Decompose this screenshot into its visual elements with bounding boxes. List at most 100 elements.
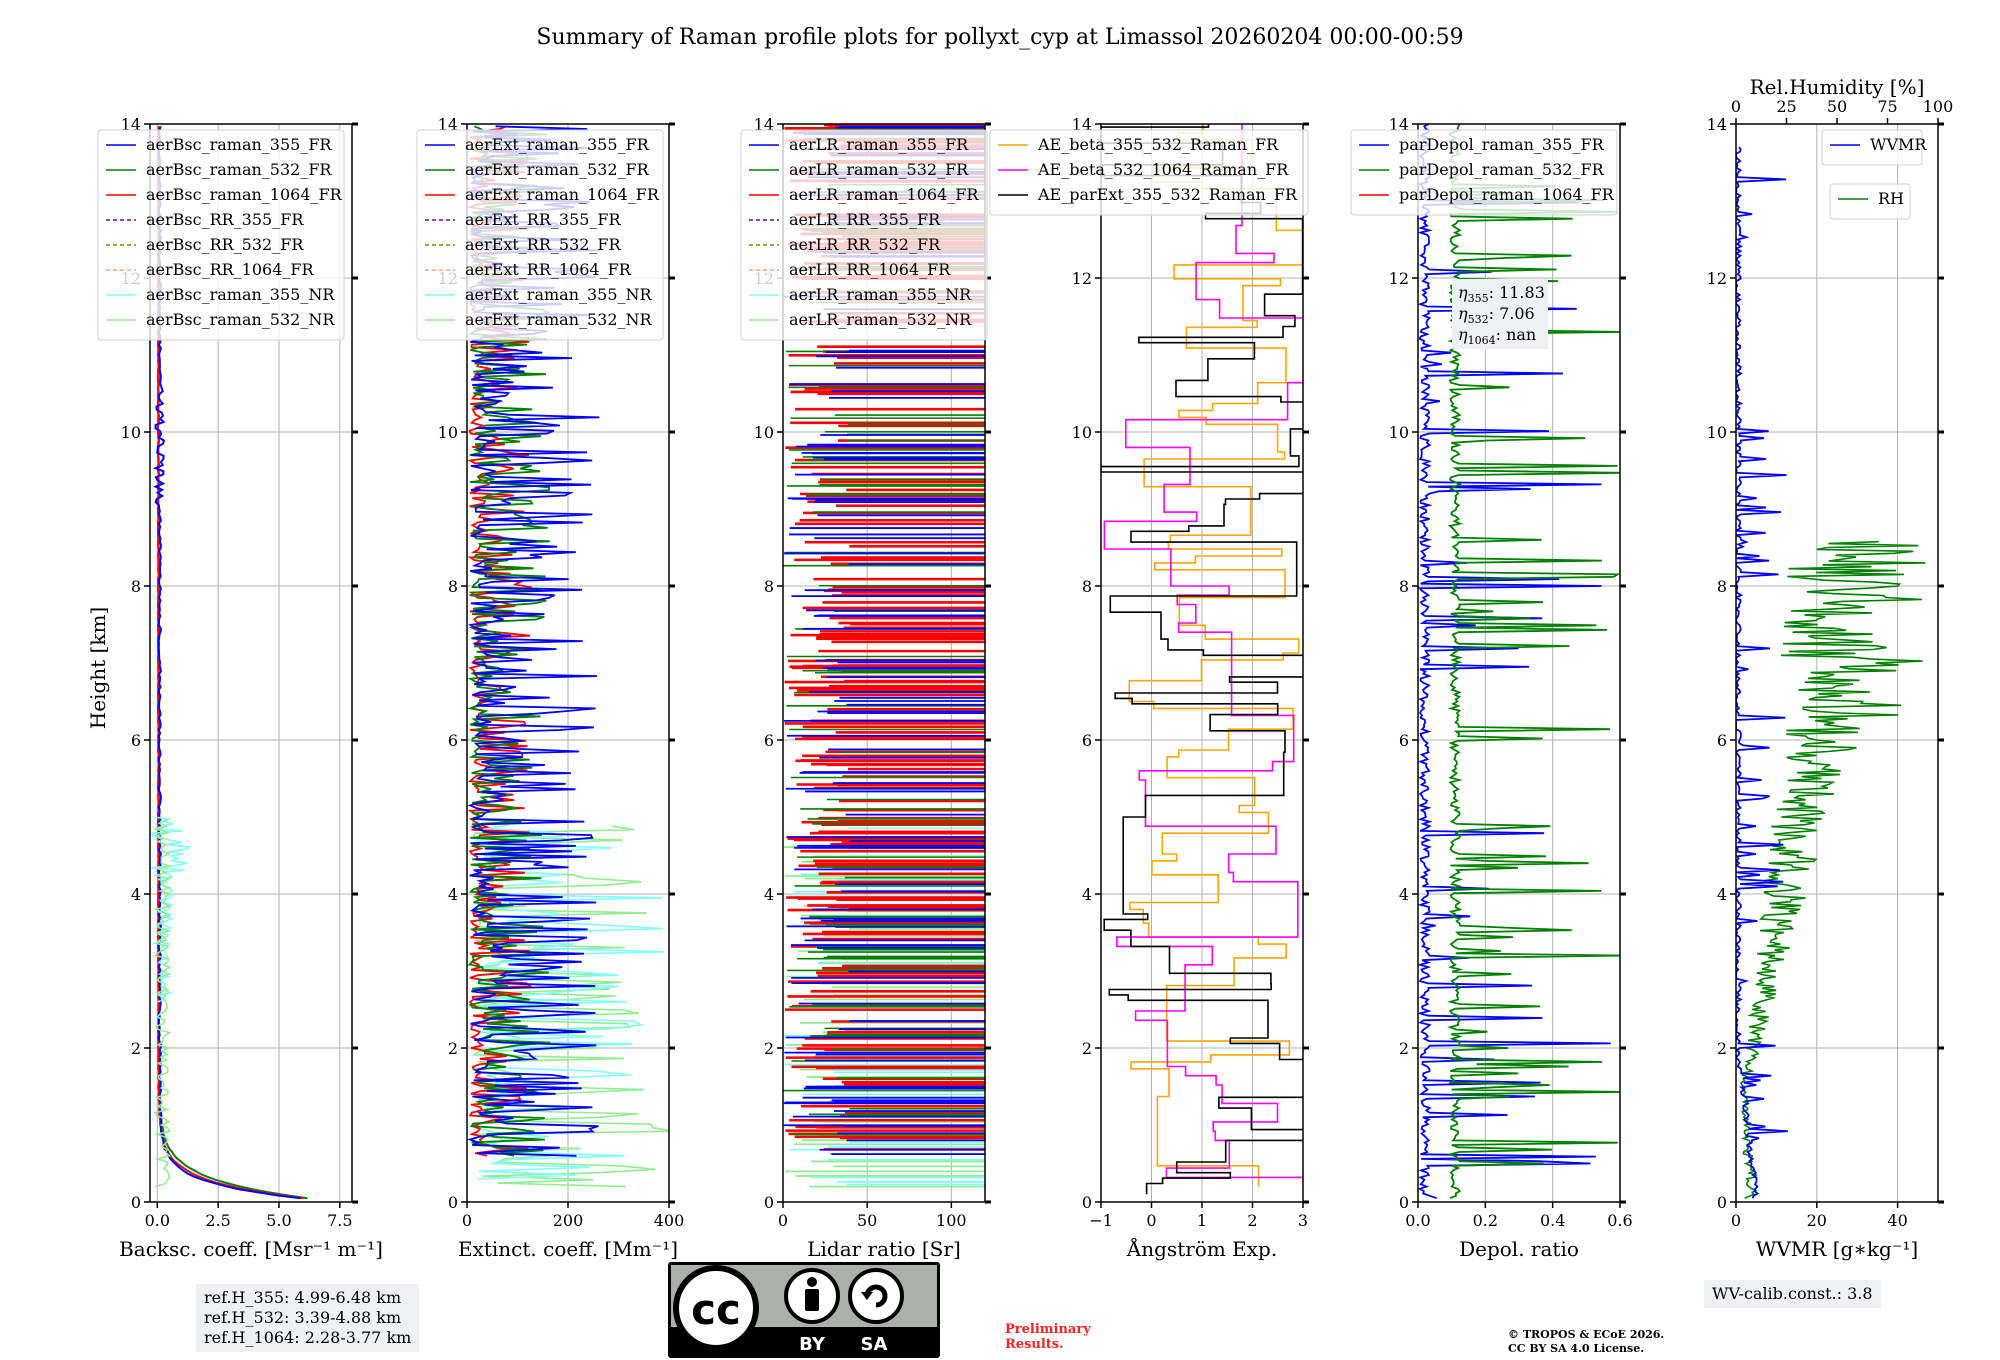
legend-entry: aerBsc_raman_355_NR — [146, 285, 335, 304]
axes-frame — [1417, 123, 1621, 1203]
legend-entry: aerExt_RR_532_FR — [465, 235, 622, 254]
series-ae-beta-532-1064 — [1103, 124, 1303, 1179]
y-tick-label: 12 — [1072, 269, 1092, 288]
y-tick-label: 10 — [1072, 423, 1092, 442]
x-tick-label: 0 — [1146, 1211, 1156, 1230]
cc-logo-icon — [673, 1265, 759, 1351]
y-tick-label: 2 — [131, 1039, 141, 1058]
legend-frame — [97, 129, 345, 341]
y-axis-label: Height [km] — [86, 607, 110, 729]
preliminary-line-1: Preliminary — [1005, 1322, 1091, 1337]
cc-badge-sa: SA — [861, 1334, 888, 1355]
y-tick-label: 14 — [1707, 115, 1727, 134]
x-axis-label: Extinct. coeff. [Mm⁻¹] — [458, 1237, 678, 1261]
y-tick-label: 0 — [1717, 1193, 1727, 1212]
legend-frame — [1350, 129, 1618, 216]
axes-frame — [1735, 123, 1939, 1203]
legend-entry: aerExt_raman_355_FR — [465, 135, 650, 154]
y-tick-label: 8 — [448, 577, 458, 596]
panel-extinction: 024681012140200400Extinct. coeff. [Mm⁻¹]… — [416, 115, 684, 1261]
x-axis-label: WVMR [g∗kg⁻¹] — [1756, 1237, 1918, 1261]
plot-area-ae — [1101, 124, 1303, 1195]
legend-frame — [1829, 183, 1911, 220]
y-tick-label: 6 — [1082, 731, 1092, 750]
legend: aerLR_raman_355_FR aerLR_raman_532_FR aerL… — [740, 129, 988, 341]
wv-calib-const: WV-calib.const.: 3.8 — [1712, 1284, 1873, 1303]
legend-entry: aerExt_RR_1064_FR — [465, 260, 632, 279]
x-tick-label: 2 — [1247, 1211, 1257, 1230]
y-tick-label: 0 — [1399, 1193, 1409, 1212]
y-tick-label: 8 — [131, 577, 141, 596]
legend-entry: aerBsc_raman_532_FR — [146, 160, 332, 179]
x-tick-label: 5.0 — [266, 1211, 291, 1230]
copyright-line-2: CC BY SA 4.0 License. — [1508, 1342, 1645, 1355]
y-tick-label: 4 — [448, 885, 458, 904]
share-alike-icon — [848, 1268, 904, 1324]
legend-entry: aerLR_RR_532_FR — [789, 235, 941, 254]
eta-value-355: η355: 11.83 — [1458, 283, 1545, 305]
y-tick-label: 10 — [1707, 423, 1727, 442]
x-tick-label: 1 — [1197, 1211, 1207, 1230]
top-x-tick-label: 0 — [1731, 97, 1741, 116]
x-axis-label: Lidar ratio [Sr] — [807, 1237, 961, 1261]
x-axis-label: Backsc. coeff. [Msr⁻¹ m⁻¹] — [119, 1237, 383, 1261]
legend: aerExt_raman_355_FR aerExt_raman_532_FRae… — [416, 129, 664, 341]
y-tick-label: 0 — [764, 1193, 774, 1212]
legend-entry: WVMR — [1870, 135, 1927, 154]
legend-entry: parDepol_raman_532_FR — [1399, 160, 1605, 179]
y-tick-label: 8 — [1717, 577, 1727, 596]
legend-entry: aerBsc_RR_1064_FR — [146, 260, 315, 279]
legend-entry: aerLR_raman_355_FR — [789, 135, 969, 154]
y-tick-label: 6 — [1399, 731, 1409, 750]
y-tick-label: 4 — [1399, 885, 1409, 904]
ref-height-532: ref.H_532: 3.39-4.88 km — [204, 1308, 402, 1327]
legend-entry: aerExt_raman_1064_FR — [465, 185, 660, 204]
y-tick-label: 8 — [1082, 577, 1092, 596]
copyright-line-1: © TROPOS & ECoE 2026. — [1508, 1328, 1665, 1341]
series-ae-beta-355-532 — [1128, 124, 1303, 1187]
cc-by-sa-badge: cc BY SA — [668, 1262, 940, 1358]
y-tick-label: 6 — [131, 731, 141, 750]
legend-entry: aerLR_raman_355_NR — [789, 285, 972, 304]
x-tick-label: 0 — [462, 1211, 472, 1230]
legend: parDepol_raman_355_FR parDepol_raman_532_… — [1350, 129, 1618, 216]
eta-value-1064: η1064: nan — [1458, 325, 1536, 347]
x-tick-label: 0.4 — [1540, 1211, 1565, 1230]
top-x-tick-label: 50 — [1827, 97, 1847, 116]
x-tick-label: 50 — [857, 1211, 877, 1230]
legend-entry: aerBsc_raman_532_NR — [146, 310, 335, 329]
x-tick-label: 0 — [778, 1211, 788, 1230]
eta-value-532: η532: 7.06 — [1458, 304, 1535, 326]
y-tick-label: 10 — [754, 423, 774, 442]
legend-entry: aerExt_raman_532_NR — [465, 310, 653, 329]
legend-entry: parDepol_raman_1064_FR — [1399, 185, 1615, 204]
legend-entry: aerLR_raman_1064_FR — [789, 185, 979, 204]
x-tick-label: 3 — [1298, 1211, 1308, 1230]
x-tick-label: 0.0 — [145, 1211, 170, 1230]
eta-box-bg — [1452, 279, 1548, 349]
y-tick-label: 6 — [1717, 731, 1727, 750]
series-wvmr — [1736, 146, 1788, 1199]
x-tick-label: 40 — [1887, 1211, 1907, 1230]
axes-frame — [466, 123, 670, 1203]
x-tick-label: 7.5 — [327, 1211, 352, 1230]
wv-calibration-box: WV-calib.const.: 3.8 — [1704, 1280, 1881, 1308]
y-tick-label: 4 — [1082, 885, 1092, 904]
y-tick-label: 4 — [131, 885, 141, 904]
y-tick-label: 4 — [764, 885, 774, 904]
axes-frame — [1100, 123, 1304, 1203]
y-tick-label: 2 — [1082, 1039, 1092, 1058]
legend-entry: aerLR_RR_1064_FR — [789, 260, 951, 279]
x-tick-label: −1 — [1089, 1211, 1113, 1230]
legend-entry: AE_beta_532_1064_Raman_FR — [1037, 160, 1289, 179]
panel-depolarization: 0 2 4 6 8 10 12 14 0.0 0.2 0.4 0.6 Depol. ratio parDe… — [1350, 115, 1633, 1261]
y-tick-label: 14 — [438, 115, 458, 134]
x-tick-label: 0 — [1731, 1211, 1741, 1230]
y-tick-label: 2 — [448, 1039, 458, 1058]
legend: AE_beta_355_532_Raman_FR AE_beta_532_1064… — [989, 129, 1309, 216]
panel-lidar-ratio: 02468101214050100Lidar ratio [Sr]aerLR_r… — [740, 115, 991, 1261]
y-tick-label: 0 — [448, 1193, 458, 1212]
y-tick-label: 10 — [121, 423, 141, 442]
